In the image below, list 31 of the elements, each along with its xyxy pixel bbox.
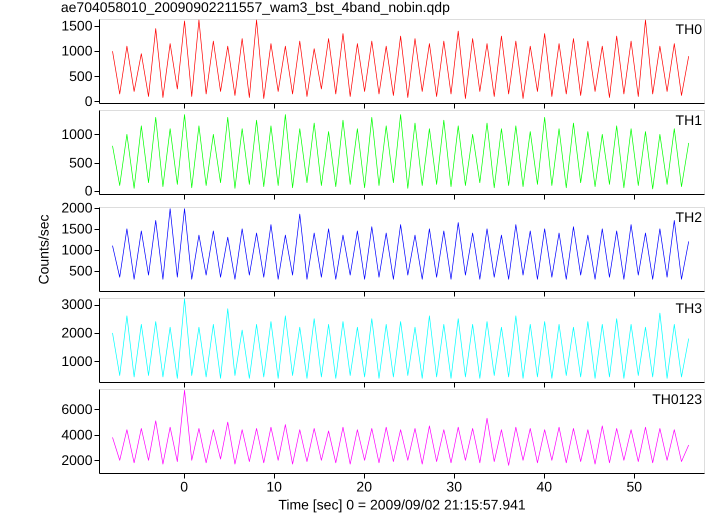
y-tick-label: 6000 [61, 400, 93, 417]
y-tick-label: 1000 [61, 126, 93, 142]
series-label: TH1 [676, 112, 702, 128]
y-tick-label: 0 [84, 182, 93, 199]
series-label: TH2 [676, 209, 702, 225]
y-tick-label: 500 [69, 262, 93, 278]
y-tick-label: 500 [69, 68, 93, 84]
y-tick-label: 1500 [61, 18, 93, 34]
y-tick-label: 1500 [61, 220, 93, 236]
x-axis-title: Time [sec] 0 = 2009/09/02 21:15:57.941 [278, 496, 526, 512]
chart-title: ae704058010_20090902211557_wam3_bst_4band_nobin.qdp [60, 0, 450, 15]
y-tick-label: 2000 [61, 452, 93, 468]
y-tick-label: 1000 [61, 241, 93, 258]
y-tick-label: 0 [84, 92, 93, 109]
y-tick-label: 500 [69, 154, 93, 170]
series-label: TH3 [676, 300, 702, 316]
x-tick-label: 40 [536, 478, 552, 494]
y-tick-label: 2000 [61, 199, 93, 216]
x-tick-label: 50 [626, 478, 642, 494]
y-tick-label: 3000 [61, 296, 93, 312]
series-label: TH0123 [652, 391, 702, 407]
y-tick-label: 2000 [61, 324, 93, 340]
y-tick-label: 1000 [61, 42, 93, 59]
y-tick-label: 1000 [61, 352, 93, 369]
y-tick-label: 4000 [61, 426, 93, 442]
x-tick-label: 0 [180, 478, 188, 494]
y-axis-title: Counts/sec [35, 214, 52, 285]
x-tick-label: 30 [446, 478, 462, 494]
x-tick-label: 10 [266, 478, 282, 494]
series-label: TH0 [676, 21, 702, 37]
x-tick-label: 20 [356, 478, 372, 494]
